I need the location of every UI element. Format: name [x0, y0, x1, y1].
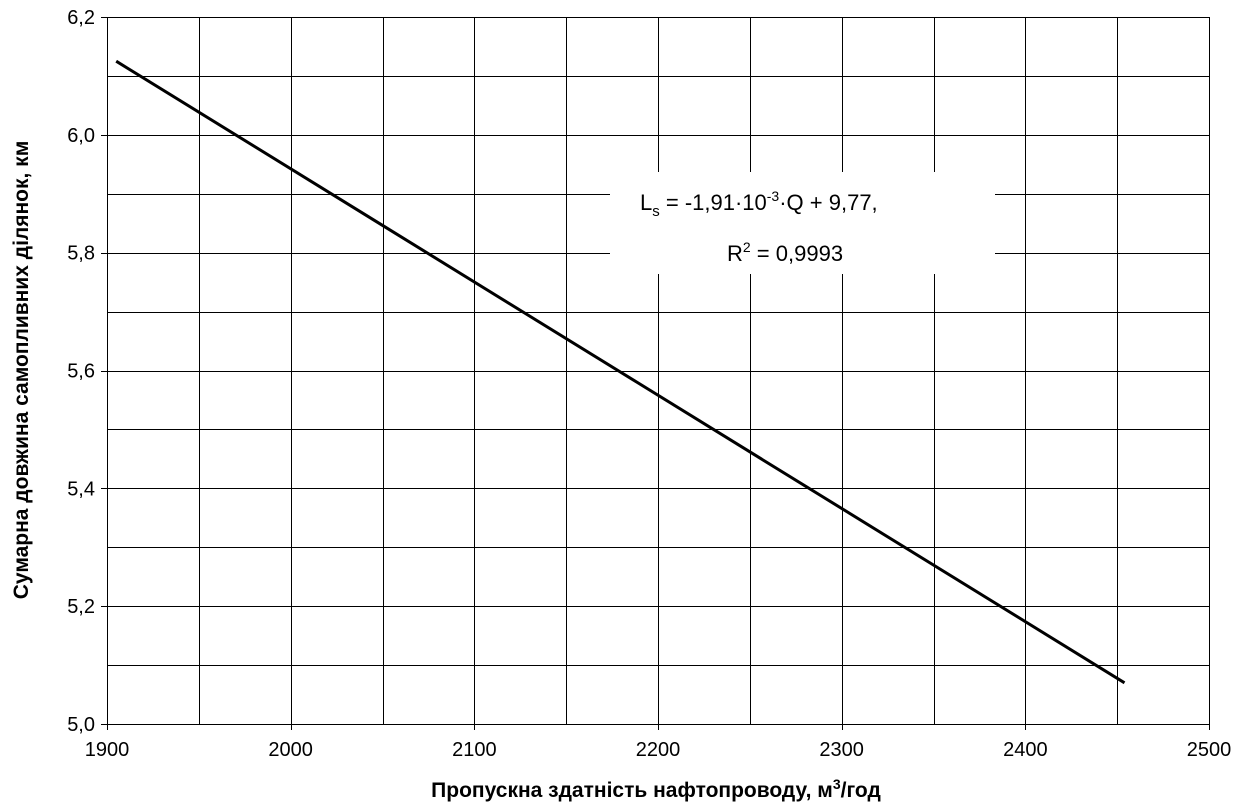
y-tick-label: 5,6 — [67, 361, 95, 383]
x-tick-label: 2500 — [1187, 739, 1232, 761]
x-tick-labels: 1900 2000 2100 2200 2300 2400 2500 — [85, 739, 1232, 761]
r-squared: R2 = 0,9993 — [727, 239, 843, 266]
x-tick-label: 2200 — [636, 739, 681, 761]
x-axis-label: Пропускна здатність нафтопроводу, м3/год — [431, 776, 881, 802]
y-tick-label: 5,4 — [67, 478, 95, 500]
y-tick-label: 6,2 — [67, 7, 95, 29]
y-tick-label: 5,2 — [67, 596, 95, 618]
x-tick-label: 2000 — [268, 739, 313, 761]
series-layer — [115, 59, 1126, 685]
y-tick-label: 5,0 — [67, 714, 95, 736]
x-tick-label: 1900 — [85, 739, 130, 761]
x-tick-label: 2400 — [1003, 739, 1048, 761]
annotation-box — [610, 172, 995, 274]
series-line — [115, 59, 1126, 685]
x-tick-label: 2100 — [452, 739, 497, 761]
y-tick-labels: 5,0 5,2 5,4 5,6 5,8 6,0 6,2 — [67, 7, 95, 736]
y-tick-label: 5,8 — [67, 243, 95, 265]
y-tick-label: 6,0 — [67, 125, 95, 147]
y-axis-label: Сумарна довжина самопливних ділянок, км — [10, 141, 33, 599]
grid — [101, 17, 1210, 730]
regression-equation: Ls = -1,91·10-3·Q + 9,77, — [640, 188, 878, 220]
x-tick-label: 2300 — [819, 739, 864, 761]
